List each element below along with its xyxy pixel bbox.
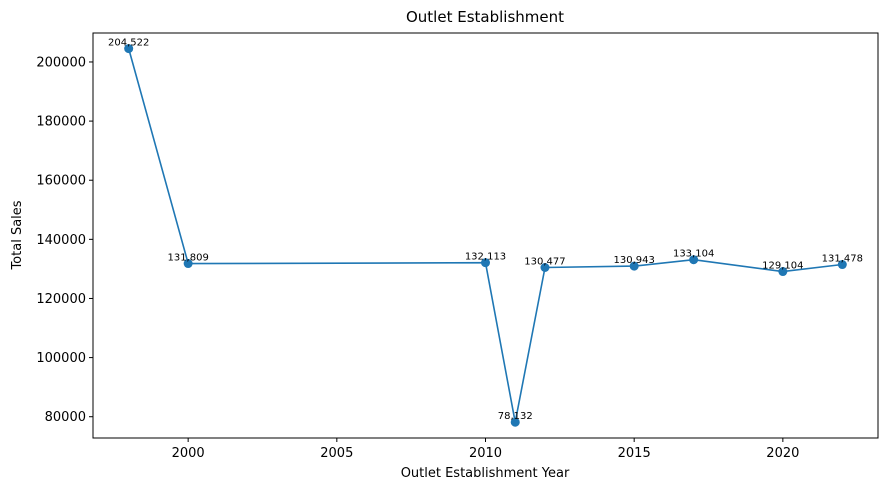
chart-title: Outlet Establishment	[406, 8, 564, 26]
plot-area: 2000 2005 2010 2015 2020 80000 100000 120000 140…	[36, 38, 863, 461]
data-label: 78,132	[498, 411, 533, 422]
x-tick-label: 2010	[469, 446, 502, 461]
x-axis-label: Outlet Establishment Year	[401, 466, 570, 481]
data-label: 131,809	[167, 253, 208, 264]
data-label: 129,104	[762, 261, 803, 272]
x-tick-label: 2015	[618, 446, 651, 461]
y-tick-label: 160000	[36, 174, 86, 189]
data-point	[778, 267, 788, 277]
y-tick-label: 80000	[45, 410, 86, 425]
y-tick-label: 100000	[36, 351, 86, 366]
data-label: 130,477	[524, 256, 565, 267]
y-tick-label: 200000	[36, 55, 86, 70]
data-label: 204,522	[108, 38, 149, 49]
x-tick-label: 2005	[320, 446, 353, 461]
data-point	[481, 258, 490, 268]
y-tick-label: 180000	[36, 115, 86, 130]
data-label: 132,113	[465, 252, 506, 263]
x-tick-label: 2000	[172, 446, 205, 461]
data-label: 133,104	[673, 249, 714, 260]
data-label: 131,478	[822, 254, 863, 265]
data-point	[689, 255, 699, 265]
data-point	[183, 259, 193, 269]
data-point	[837, 260, 847, 270]
data-label: 130,943	[613, 255, 654, 266]
y-axis-label: Total Sales	[10, 200, 25, 270]
y-tick-label: 120000	[36, 292, 86, 307]
x-tick-label: 2020	[766, 446, 799, 461]
data-point	[629, 261, 639, 271]
y-tick-label: 140000	[36, 233, 86, 248]
axes-frame	[92, 32, 879, 439]
data-point	[540, 262, 550, 272]
data-point	[124, 44, 134, 54]
data-point	[510, 417, 520, 427]
